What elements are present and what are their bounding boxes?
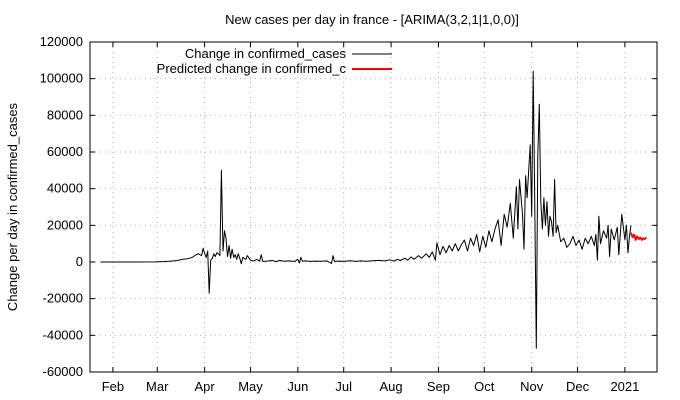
- y-tick-label: 40000: [47, 181, 83, 196]
- y-tick-label: 120000: [40, 34, 83, 49]
- y-tick-label: 0: [76, 254, 83, 269]
- series-line-confirmed-cases: [100, 70, 632, 349]
- x-axis: Feb Mar Apr May Jun Jul Aug Sep Oct Nov Dec 2021: [102, 42, 639, 394]
- series-line-predicted: [630, 232, 647, 241]
- legend-label-actual: Change in confirmed_cases: [185, 46, 347, 61]
- y-tick-label: 100000: [40, 71, 83, 86]
- series-layer: [100, 70, 647, 349]
- legend-label-predicted: Predicted change in confirmed_c: [157, 61, 347, 76]
- x-tick-label: Jul: [335, 379, 352, 394]
- legend: Change in confirmed_cases Predicted chan…: [157, 46, 392, 76]
- chart-grid: [90, 42, 657, 372]
- x-tick-label: 2021: [610, 379, 639, 394]
- y-tick-label: -60000: [43, 364, 83, 379]
- y-tick-label: -40000: [43, 327, 83, 342]
- y-tick-label: 20000: [47, 217, 83, 232]
- plot-border: [89, 41, 658, 373]
- x-tick-label: Nov: [520, 379, 544, 394]
- y-tick-label: 80000: [47, 107, 83, 122]
- y-axis: -60000 -40000 -20000 0 20000 40000 60000 80000 1…: [40, 34, 657, 379]
- x-tick-label: May: [238, 379, 263, 394]
- x-tick-label: Dec: [566, 379, 590, 394]
- x-tick-label: Aug: [380, 379, 403, 394]
- x-tick-label: Mar: [146, 379, 169, 394]
- x-tick-label: Apr: [195, 379, 216, 394]
- x-tick-label: Jun: [287, 379, 308, 394]
- chart-title: New cases per day in france - [ARIMA(3,2…: [225, 12, 519, 27]
- x-tick-label: Oct: [474, 379, 495, 394]
- y-tick-label: -20000: [43, 291, 83, 306]
- y-axis-label: Change per day in confirmed_cases: [5, 102, 20, 311]
- x-tick-label: Sep: [427, 379, 450, 394]
- y-tick-label: 60000: [47, 144, 83, 159]
- x-tick-label: Feb: [102, 379, 124, 394]
